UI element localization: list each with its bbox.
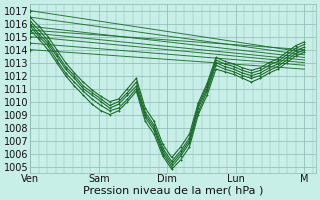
X-axis label: Pression niveau de la mer( hPa ): Pression niveau de la mer( hPa ) [83, 186, 263, 196]
